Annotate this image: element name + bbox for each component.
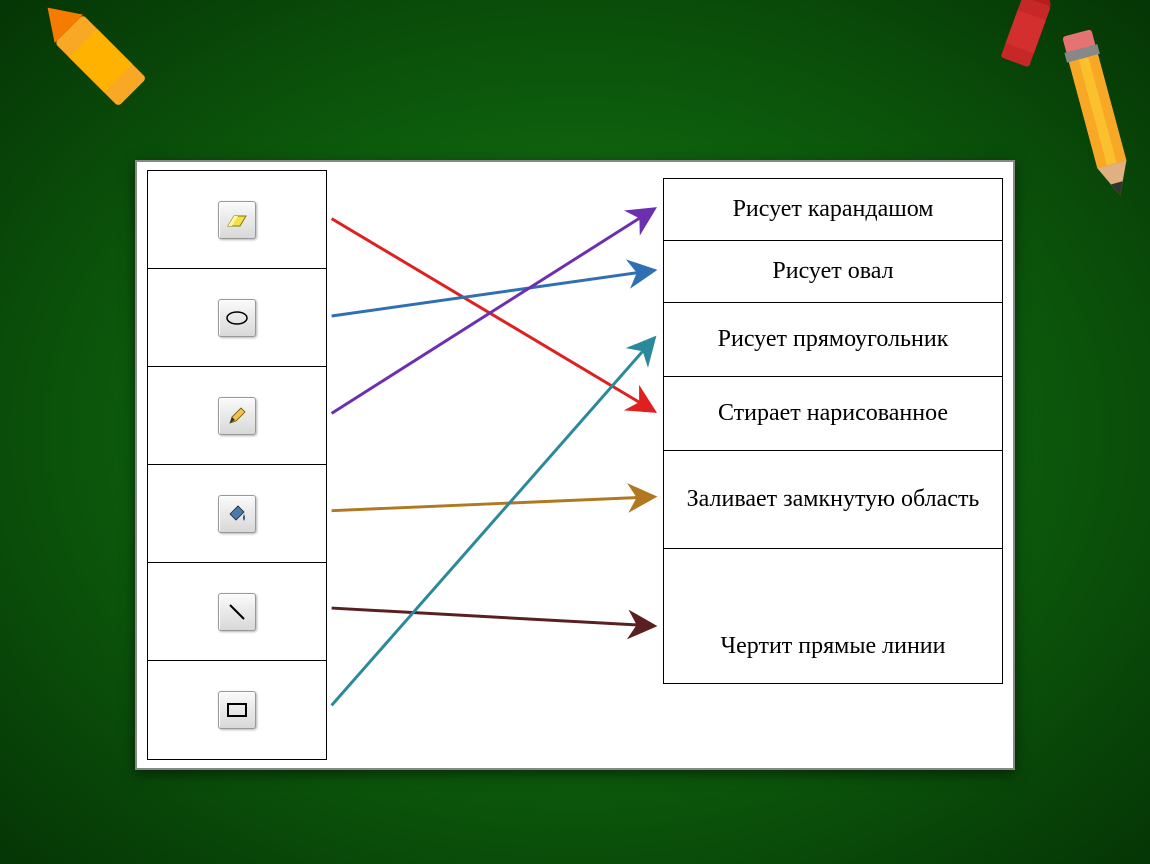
pencil-icon xyxy=(218,397,256,435)
tool-cell-line xyxy=(148,563,326,661)
tool-cell-oval xyxy=(148,269,326,367)
rect-icon xyxy=(218,691,256,729)
arrow-rect-rect xyxy=(332,338,655,706)
arrow-line-line xyxy=(332,608,655,626)
arrow-fill-fill xyxy=(332,497,655,511)
fill-icon xyxy=(218,495,256,533)
tools-column xyxy=(147,170,327,760)
oval-icon xyxy=(218,299,256,337)
eraser-icon xyxy=(218,201,256,239)
crayon-orange-icon xyxy=(20,0,160,120)
arrow-oval-oval xyxy=(332,270,655,316)
desc-line: Чертит прямые линии xyxy=(664,609,1002,683)
pencil-icon-deco xyxy=(1040,20,1150,220)
desc-rect: Рисует прямоугольник xyxy=(664,303,1002,377)
matching-diagram: Рисует карандашом Рисует овал Рисует пря… xyxy=(135,160,1015,770)
desc-pencil: Рисует карандашом xyxy=(664,179,1002,241)
tool-cell-eraser xyxy=(148,171,326,269)
crayon-red-icon xyxy=(980,0,1080,70)
arrow-eraser-erase xyxy=(332,219,655,412)
tool-cell-rect xyxy=(148,661,326,759)
arrow-pencil-pencil xyxy=(332,209,655,414)
descriptions-column: Рисует карандашом Рисует овал Рисует пря… xyxy=(663,178,1003,684)
line-icon xyxy=(218,593,256,631)
tool-cell-fill xyxy=(148,465,326,563)
desc-oval: Рисует овал xyxy=(664,241,1002,303)
tool-cell-pencil xyxy=(148,367,326,465)
desc-erase: Стирает нарисованное xyxy=(664,377,1002,451)
desc-fill: Заливает замкнутую область xyxy=(664,451,1002,549)
